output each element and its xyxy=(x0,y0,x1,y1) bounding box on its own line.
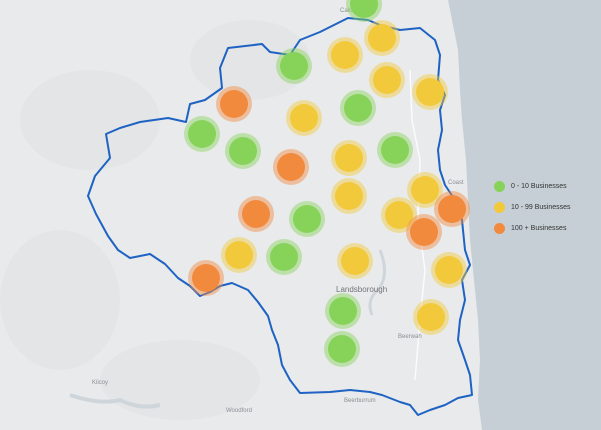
cluster-marker-yellow[interactable] xyxy=(385,201,413,229)
cluster-marker-yellow[interactable] xyxy=(411,176,439,204)
cluster-marker-yellow[interactable] xyxy=(331,41,359,69)
legend-item-10-99: 10 - 99 Businesses xyxy=(494,197,594,218)
terrain-shading xyxy=(0,20,310,420)
cluster-marker-orange[interactable] xyxy=(438,195,466,223)
cluster-marker-green[interactable] xyxy=(293,205,321,233)
cluster-marker-orange[interactable] xyxy=(242,200,270,228)
cluster-marker-green[interactable] xyxy=(350,0,378,18)
cluster-marker-yellow[interactable] xyxy=(335,144,363,172)
cluster-marker-yellow[interactable] xyxy=(368,24,396,52)
cluster-marker-green[interactable] xyxy=(229,137,257,165)
river xyxy=(368,249,386,316)
cluster-marker-green[interactable] xyxy=(270,243,298,271)
place-label-coast: Coast xyxy=(448,180,464,186)
place-label-woodford: Woodford xyxy=(226,408,252,414)
region-boundary xyxy=(87,17,473,416)
cluster-marker-yellow[interactable] xyxy=(225,241,253,269)
lake xyxy=(69,393,161,409)
legend-item-0-10: 0 - 10 Businesses xyxy=(494,176,594,197)
cluster-marker-yellow[interactable] xyxy=(435,256,463,284)
cluster-marker-yellow[interactable] xyxy=(373,66,401,94)
cluster-marker-yellow[interactable] xyxy=(290,104,318,132)
legend-label: 0 - 10 Businesses xyxy=(511,183,567,190)
place-label-landsborough: Landsborough xyxy=(336,285,387,294)
place-label-beerwah: Beerwah xyxy=(398,334,422,340)
cluster-marker-green[interactable] xyxy=(328,335,356,363)
cluster-marker-yellow[interactable] xyxy=(341,247,369,275)
cluster-marker-green[interactable] xyxy=(280,52,308,80)
cluster-marker-green[interactable] xyxy=(381,136,409,164)
cluster-marker-yellow[interactable] xyxy=(417,303,445,331)
legend: 0 - 10 Businesses 10 - 99 Businesses 100… xyxy=(494,176,594,239)
legend-swatch-green xyxy=(494,181,505,192)
legend-item-100-plus: 100 + Businesses xyxy=(494,218,594,239)
legend-label: 10 - 99 Businesses xyxy=(511,204,571,211)
legend-swatch-yellow xyxy=(494,202,505,213)
cluster-marker-orange[interactable] xyxy=(277,153,305,181)
sea xyxy=(448,0,601,430)
cluster-markers xyxy=(184,0,470,367)
legend-label: 100 + Businesses xyxy=(511,225,567,232)
cluster-marker-yellow[interactable] xyxy=(335,182,363,210)
cluster-marker-orange[interactable] xyxy=(410,218,438,246)
cluster-marker-green[interactable] xyxy=(344,94,372,122)
place-label-kilcoy: Kilcoy xyxy=(92,380,108,386)
place-label-beerburrum: Beerburrum xyxy=(344,398,376,404)
cluster-marker-green[interactable] xyxy=(329,297,357,325)
cluster-marker-green[interactable] xyxy=(188,120,216,148)
cluster-marker-orange[interactable] xyxy=(220,90,248,118)
legend-swatch-orange xyxy=(494,223,505,234)
cluster-marker-yellow[interactable] xyxy=(416,78,444,106)
cluster-marker-orange[interactable] xyxy=(192,264,220,292)
